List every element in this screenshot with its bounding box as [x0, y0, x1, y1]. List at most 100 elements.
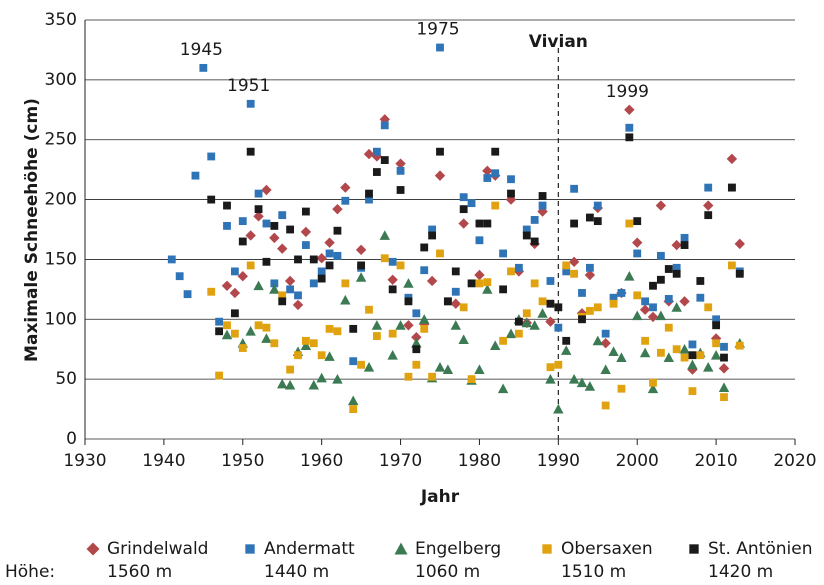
- legend-label: Engelberg: [415, 539, 501, 559]
- point: [372, 332, 381, 340]
- point: [491, 169, 500, 178]
- point: [499, 249, 508, 258]
- point: [720, 393, 728, 402]
- point: [625, 123, 634, 132]
- point: [483, 174, 492, 182]
- point: [568, 373, 580, 384]
- point: [704, 183, 713, 192]
- point: [341, 279, 350, 288]
- point: [340, 182, 351, 193]
- point: [672, 345, 681, 354]
- point: [191, 171, 200, 180]
- point: [387, 274, 398, 285]
- point: [254, 189, 263, 198]
- y-tick-label: 50: [55, 369, 77, 389]
- point: [395, 320, 406, 330]
- point: [639, 347, 651, 358]
- point: [294, 351, 302, 360]
- point: [490, 340, 501, 351]
- point: [593, 201, 602, 210]
- point: [372, 147, 381, 156]
- point: [600, 338, 611, 349]
- point: [316, 253, 327, 264]
- legend-label: Grindelwald: [107, 539, 208, 559]
- point: [348, 395, 359, 406]
- point: [221, 329, 233, 340]
- point: [663, 352, 674, 363]
- point: [655, 200, 667, 211]
- point: [388, 329, 397, 338]
- point: [483, 278, 492, 287]
- point: [522, 309, 531, 318]
- point: [332, 203, 343, 215]
- legend-title: Höhe:: [5, 562, 55, 581]
- point: [395, 158, 406, 169]
- point: [720, 353, 728, 362]
- point: [167, 255, 176, 264]
- point: [584, 269, 596, 281]
- y-tick-label: 200: [45, 190, 77, 210]
- point: [538, 201, 547, 210]
- legend-marker: [245, 544, 255, 554]
- point: [546, 277, 555, 285]
- point: [325, 261, 334, 270]
- annotation: 1945: [180, 40, 223, 60]
- point: [253, 280, 264, 291]
- y-tick-label: 100: [45, 309, 77, 329]
- point: [403, 320, 414, 331]
- point: [726, 153, 738, 165]
- point: [294, 255, 302, 264]
- x-tick-label: 1960: [300, 451, 343, 471]
- point: [578, 289, 586, 297]
- point: [223, 201, 231, 210]
- point: [687, 359, 698, 370]
- point: [545, 373, 556, 384]
- point: [562, 267, 571, 276]
- point: [522, 231, 531, 240]
- point: [554, 303, 563, 312]
- point: [301, 241, 310, 249]
- point: [585, 263, 594, 272]
- point: [428, 231, 437, 240]
- legend-marker: [689, 544, 699, 554]
- point: [286, 285, 295, 294]
- point: [499, 336, 508, 345]
- point: [656, 251, 665, 260]
- point: [396, 166, 405, 175]
- legend-marker: [394, 542, 408, 555]
- marker-line-label: Vivian: [529, 32, 588, 52]
- point: [308, 379, 319, 390]
- point: [601, 401, 610, 410]
- point: [284, 379, 296, 390]
- point: [672, 263, 681, 272]
- point: [718, 382, 730, 392]
- point: [585, 306, 594, 315]
- point: [616, 352, 627, 363]
- point: [570, 219, 579, 228]
- point: [617, 384, 626, 393]
- point: [325, 324, 334, 333]
- point: [467, 375, 476, 384]
- point: [514, 317, 523, 326]
- x-tick-label: 2020: [773, 451, 816, 471]
- x-tick-label: 2000: [616, 451, 659, 471]
- legend-elevation: 1420 m: [708, 562, 773, 581]
- point: [175, 272, 184, 281]
- point: [514, 263, 523, 272]
- point: [230, 267, 239, 276]
- point: [387, 350, 398, 360]
- point: [459, 193, 468, 202]
- legend-elevation: 1510 m: [561, 562, 626, 581]
- x-tick-label: 1990: [537, 451, 580, 471]
- point: [412, 360, 421, 369]
- point: [538, 297, 547, 306]
- point: [317, 267, 326, 276]
- point: [727, 261, 736, 270]
- point: [246, 261, 255, 270]
- point: [649, 303, 657, 312]
- point: [412, 345, 421, 354]
- point: [388, 257, 397, 266]
- point: [530, 279, 539, 288]
- point: [223, 321, 231, 330]
- point: [712, 321, 721, 330]
